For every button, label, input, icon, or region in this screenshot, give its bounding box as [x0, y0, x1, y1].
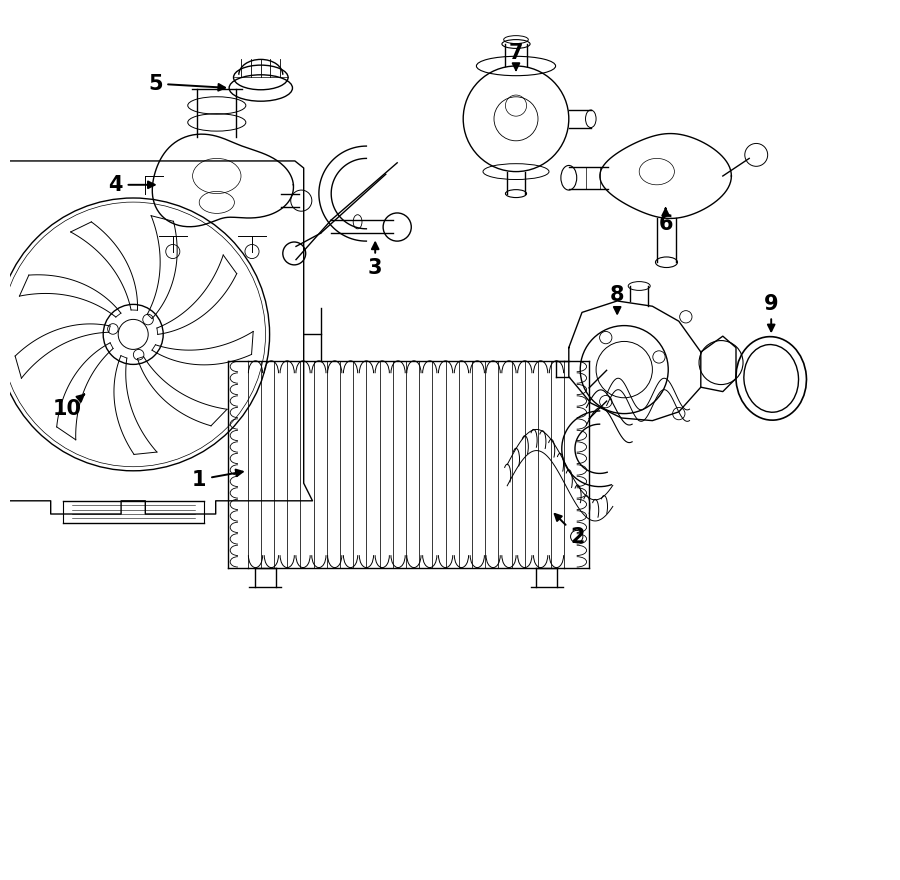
- Text: 6: 6: [659, 209, 673, 234]
- Circle shape: [104, 304, 163, 364]
- Text: 8: 8: [610, 285, 625, 313]
- Text: 10: 10: [53, 394, 85, 419]
- Text: 5: 5: [148, 74, 225, 93]
- Text: 1: 1: [192, 470, 243, 489]
- Text: 2: 2: [554, 514, 585, 546]
- Text: 7: 7: [508, 43, 523, 70]
- Text: 9: 9: [764, 294, 778, 331]
- Text: 4: 4: [108, 175, 155, 194]
- Text: 3: 3: [368, 243, 382, 278]
